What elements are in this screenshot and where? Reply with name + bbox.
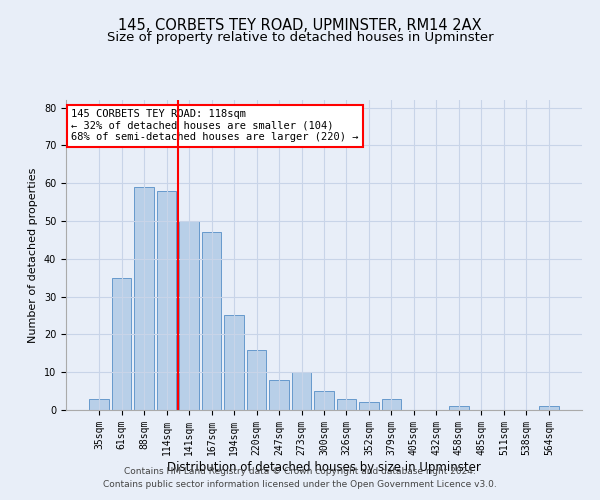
Bar [539,406,559,410]
Text: Contains public sector information licensed under the Open Government Licence v3: Contains public sector information licen… [103,480,497,489]
Text: Contains HM Land Registry data © Crown copyright and database right 2024.: Contains HM Land Registry data © Crown c… [124,467,476,476]
Bar [157,190,176,410]
Text: Size of property relative to detached houses in Upminster: Size of property relative to detached ho… [107,31,493,44]
Bar [337,398,356,410]
Bar [269,380,289,410]
X-axis label: Distribution of detached houses by size in Upminster: Distribution of detached houses by size … [167,460,481,473]
Bar [449,406,469,410]
Bar [382,398,401,410]
Bar [224,316,244,410]
Bar [247,350,266,410]
Text: 145, CORBETS TEY ROAD, UPMINSTER, RM14 2AX: 145, CORBETS TEY ROAD, UPMINSTER, RM14 2… [118,18,482,32]
Bar [359,402,379,410]
Bar [179,221,199,410]
Bar [89,398,109,410]
Bar [134,187,154,410]
Bar [112,278,131,410]
Text: 145 CORBETS TEY ROAD: 118sqm
← 32% of detached houses are smaller (104)
68% of s: 145 CORBETS TEY ROAD: 118sqm ← 32% of de… [71,110,359,142]
Bar [292,372,311,410]
Bar [314,391,334,410]
Bar [202,232,221,410]
Y-axis label: Number of detached properties: Number of detached properties [28,168,38,342]
